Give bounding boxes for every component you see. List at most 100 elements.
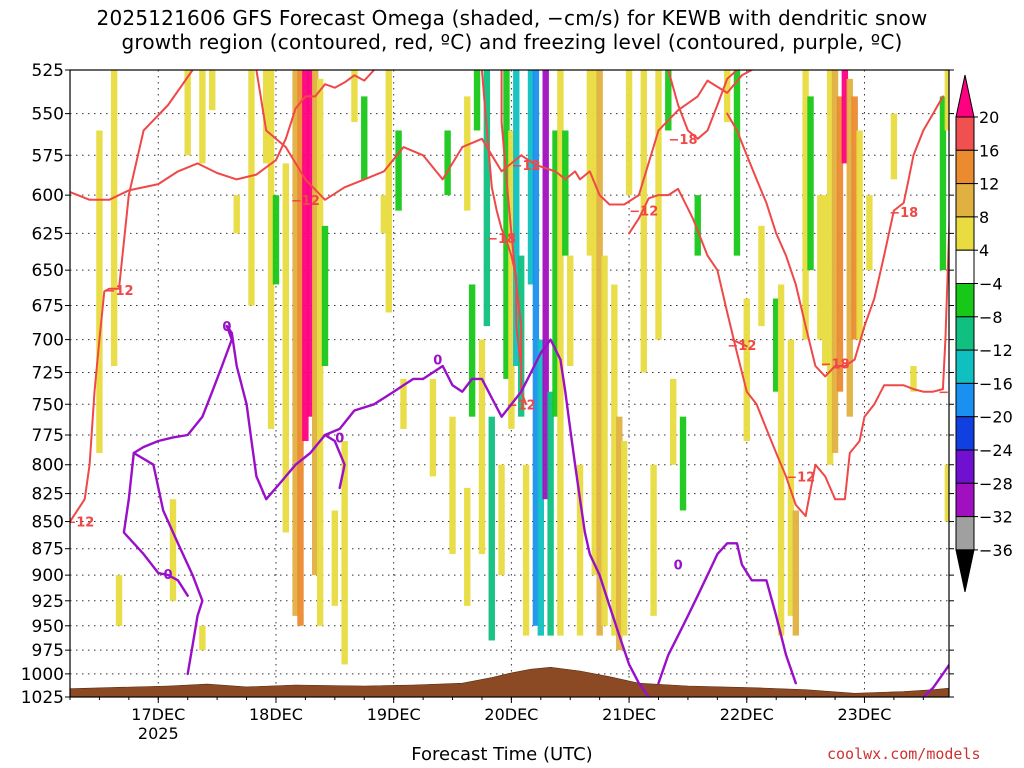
omega-column <box>209 70 216 111</box>
omega-column <box>110 70 118 367</box>
dgz-contour-line <box>70 70 194 523</box>
omega-column <box>576 464 584 636</box>
colorbar-label: −20 <box>979 408 1013 427</box>
y-tick-label: 1000 <box>21 665 64 685</box>
omega-column <box>611 284 618 636</box>
y-tick-label: 950 <box>32 617 64 637</box>
dgz-contour-line <box>892 95 944 212</box>
x-tick-sublabel: 2025 <box>138 724 179 743</box>
omega-column <box>429 378 437 477</box>
omega-column <box>503 70 510 379</box>
omega-column <box>670 378 677 465</box>
dgz-contour-label: −12 <box>938 386 967 401</box>
omega-column <box>537 339 544 636</box>
y-tick-label: 775 <box>32 426 64 446</box>
omega-column <box>910 366 917 392</box>
omega-column <box>777 284 785 636</box>
omega-column <box>302 70 309 442</box>
freezing-contour-line <box>421 338 650 697</box>
freezing-contour-label: 0 <box>222 320 231 335</box>
freezing-contour-line <box>132 324 425 676</box>
omega-column <box>890 113 898 180</box>
dgz-contour-line <box>726 112 895 378</box>
y-tick-label: 650 <box>32 261 64 281</box>
freezing-contour-label: 0 <box>958 668 967 683</box>
omega-column <box>547 391 554 636</box>
omega-column <box>856 130 863 340</box>
omega-column <box>743 298 750 442</box>
dgz-contour-label: −18 <box>669 133 698 148</box>
omega-column <box>292 70 299 616</box>
x-tick-label: 19DEC <box>367 705 421 724</box>
colorbar-label: −16 <box>979 374 1013 393</box>
omega-column <box>488 416 495 641</box>
chart-title-line2: growth region (contoured, red, ºC) and f… <box>121 30 903 54</box>
x-tick-label: 17DEC <box>131 705 185 724</box>
omega-column <box>478 339 486 555</box>
dgz-contour-line <box>500 70 528 406</box>
y-tick-label: 975 <box>32 641 64 661</box>
credit-text: coolwx.com/models <box>827 745 981 763</box>
freezing-level-contours: 0 0 0 0 0 0 <box>122 320 967 697</box>
omega-column <box>248 70 255 306</box>
dendritic-growth-contours: −12−12−12−12−12−12−12−12−12−18−18−18−18 <box>65 70 967 531</box>
colorbar-band <box>955 482 975 518</box>
y-tick-label: 800 <box>32 456 64 476</box>
omega-column <box>483 70 491 327</box>
dgz-contour-line <box>941 204 949 391</box>
x-tick-label: 23DEC <box>837 705 891 724</box>
omega-column <box>758 225 765 327</box>
plot-border <box>69 69 950 698</box>
omega-column <box>665 70 672 131</box>
omega-column <box>262 70 270 164</box>
y-tick-label: 700 <box>32 331 64 351</box>
colorbar-band <box>955 216 975 251</box>
y-tick-label: 550 <box>32 105 64 125</box>
dgz-contour-line <box>480 70 523 367</box>
omega-column <box>939 96 947 271</box>
colorbar-label: −12 <box>979 341 1013 360</box>
colorbar-label: 16 <box>979 141 999 160</box>
omega-shading <box>96 70 949 665</box>
omega-column <box>199 70 206 164</box>
omega-column <box>807 96 814 271</box>
colorbar-band <box>955 149 975 185</box>
omega-column <box>773 298 780 392</box>
omega-column <box>464 487 471 606</box>
y-tick-label: 600 <box>32 186 64 206</box>
omega-column <box>586 70 594 256</box>
omega-column <box>316 78 324 626</box>
terrain <box>70 666 949 697</box>
omega-column <box>723 70 731 123</box>
y-tick-label: 575 <box>32 146 64 166</box>
y-tick-label: 850 <box>32 513 64 533</box>
y-tick-label: 675 <box>32 297 64 317</box>
colorbar-extend-bottom <box>955 549 975 593</box>
omega-column <box>380 195 388 234</box>
colorbar-band <box>955 116 975 151</box>
omega-column <box>307 70 314 417</box>
omega-column <box>361 96 368 180</box>
dgz-contour-line <box>667 70 738 140</box>
omega-column <box>620 441 628 636</box>
omega-column <box>679 416 687 511</box>
omega-column <box>385 70 392 313</box>
omega-column <box>596 70 603 636</box>
dgz-contour-label: −12 <box>65 516 94 531</box>
omega-column <box>395 130 402 211</box>
omega-column <box>542 70 549 500</box>
omega-column <box>836 96 844 392</box>
y-tick-label: 625 <box>32 224 64 244</box>
omega-column <box>601 255 608 626</box>
omega-column <box>616 416 623 651</box>
freezing-contour-label: 0 <box>433 353 442 368</box>
omega-column <box>655 70 662 340</box>
dgz-contour-label: −18 <box>889 206 918 221</box>
omega-column <box>522 464 530 636</box>
dgz-contour-label: −18 <box>487 232 516 247</box>
plot-frame <box>69 69 950 698</box>
omega-column <box>851 96 858 340</box>
omega-column <box>282 163 289 533</box>
